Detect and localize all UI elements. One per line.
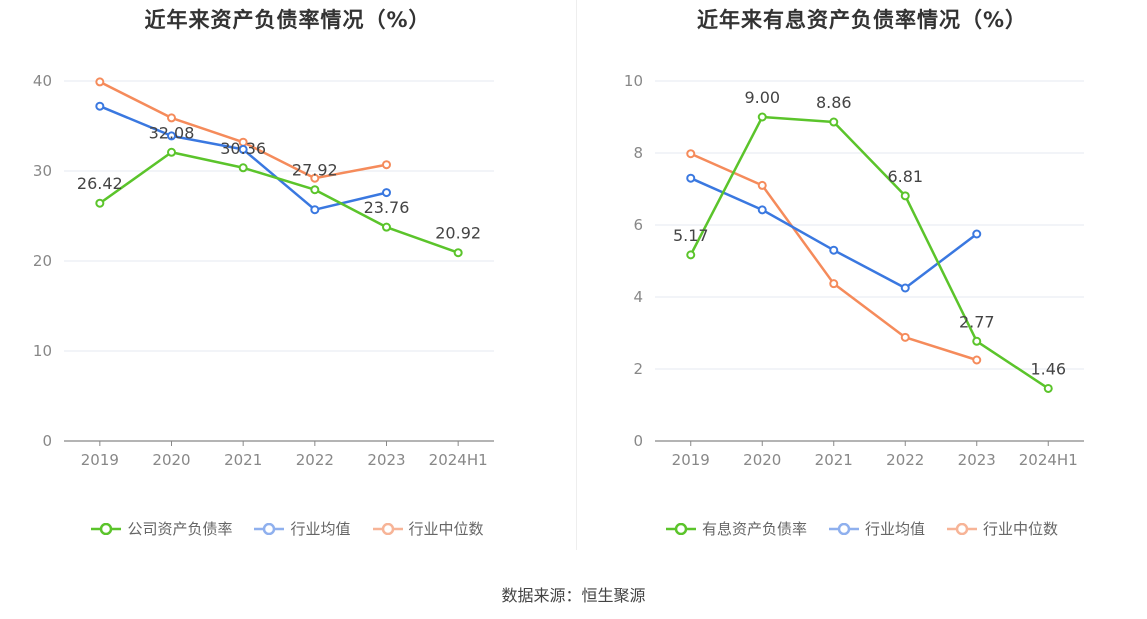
series-line	[690, 152, 978, 362]
data-point	[310, 185, 320, 195]
data-point	[972, 229, 982, 239]
x-tick-label: 2021	[224, 451, 262, 469]
data-source-note: 数据来源：恒生聚源	[501, 586, 646, 605]
data-label: 5.17	[673, 226, 709, 245]
legend-item-industry-mean[interactable]: 行业均值	[254, 518, 351, 539]
y-tick-label: 10	[624, 72, 643, 90]
series-line	[99, 105, 387, 211]
data-point	[829, 245, 839, 255]
y-tick-label: 30	[33, 162, 52, 180]
data-label: 26.42	[77, 174, 123, 193]
data-point	[829, 279, 839, 289]
y-tick-label: 0	[633, 432, 643, 450]
legend-marker-icon	[254, 522, 285, 535]
data-point	[238, 163, 248, 173]
data-point	[167, 113, 176, 123]
legend-item-company[interactable]: 有息资产负债率	[665, 518, 807, 539]
y-tick-label: 6	[633, 216, 643, 234]
legend-label: 行业均值	[290, 520, 351, 538]
legend-label: 公司资产负债率	[127, 520, 233, 538]
series-line	[99, 151, 459, 254]
x-tick-label: 2019	[672, 451, 710, 469]
data-point	[382, 222, 391, 232]
data-point	[900, 332, 910, 342]
x-tick-label: 2023	[367, 451, 405, 469]
data-point	[900, 191, 910, 201]
data-label: 2.77	[959, 312, 995, 331]
data-label: 20.92	[435, 224, 481, 243]
y-tick-label: 10	[33, 342, 52, 360]
series-line	[689, 115, 1049, 390]
legend-marker-icon	[947, 522, 977, 535]
x-tick-label: 2020	[743, 451, 781, 469]
x-tick-label: 2022	[886, 451, 924, 469]
chart-legend: 有息资产负债率 行业均值 行业中位数	[577, 518, 1147, 539]
data-point	[829, 117, 839, 127]
y-tick-label: 8	[633, 144, 643, 162]
data-point	[95, 101, 105, 111]
data-point	[757, 112, 767, 122]
x-tick-label: 2024H1	[429, 451, 488, 469]
data-label: 32.08	[149, 123, 195, 142]
legend-item-industry-median[interactable]: 行业中位数	[947, 518, 1058, 539]
data-label: 23.76	[364, 198, 410, 217]
y-tick-label: 0	[42, 432, 52, 450]
x-tick-label: 2023	[958, 451, 996, 469]
legend-label: 行业中位数	[408, 520, 484, 538]
data-point	[900, 283, 910, 293]
legend-item-industry-mean[interactable]: 行业均值	[828, 518, 925, 539]
data-point	[167, 131, 176, 141]
data-point	[686, 250, 696, 260]
y-tick-label: 2	[633, 360, 643, 378]
chart-title: 近年来资产负债率情况（%）	[144, 8, 431, 32]
data-point	[382, 160, 391, 170]
data-label: 1.46	[1030, 359, 1066, 378]
data-label: 6.81	[887, 167, 923, 186]
data-label: 30.36	[220, 139, 266, 158]
right-chart-panel: 近年来有息资产负债率情况（%） 0 2 4 6 8 10 2019 2020 2021 2022 2…	[577, 0, 1147, 560]
data-point	[453, 248, 463, 258]
x-tick-label: 2021	[815, 451, 853, 469]
legend-label: 行业中位数	[983, 520, 1059, 538]
data-label: 9.00	[744, 88, 780, 107]
legend-label: 有息资产负债率	[701, 520, 807, 538]
legend-marker-icon	[91, 522, 122, 535]
panel-divider	[576, 0, 577, 550]
y-tick-label: 40	[33, 72, 52, 90]
data-point	[1043, 383, 1053, 393]
line-chart-interest-debt-ratio: 0 2 4 6 8 10 2019 2020 2021 2022 2023 2024H1 5.17 9.0…	[624, 72, 1084, 469]
legend-item-company[interactable]: 公司资产负债率	[91, 518, 232, 539]
data-point	[972, 336, 982, 346]
chart-title: 近年来有息资产负债率情况（%）	[696, 8, 1028, 32]
data-point	[686, 149, 696, 159]
legend-marker-icon	[828, 522, 859, 535]
data-label: 8.86	[816, 93, 852, 112]
legend-marker-icon	[372, 522, 403, 535]
data-point	[382, 188, 391, 198]
data-point	[95, 198, 105, 208]
chart-legend: 公司资产负债率 行业均值 行业中位数	[0, 518, 575, 539]
data-point	[686, 173, 696, 183]
data-point	[238, 144, 248, 154]
data-point	[167, 147, 176, 157]
data-point	[757, 205, 767, 215]
x-tick-label: 2024H1	[1019, 451, 1078, 469]
y-tick-label: 20	[33, 252, 52, 270]
legend-label: 行业均值	[864, 520, 925, 538]
x-tick-label: 2019	[81, 451, 119, 469]
legend-item-industry-median[interactable]: 行业中位数	[372, 518, 484, 539]
series-line	[690, 177, 978, 290]
left-chart-panel: 近年来资产负债率情况（%） 0 10 20 30 40 2019 2020 2021 2022 2…	[0, 0, 575, 560]
data-point	[310, 205, 320, 215]
data-point	[310, 173, 320, 183]
x-tick-label: 2022	[296, 451, 334, 469]
x-tick-label: 2020	[152, 451, 190, 469]
data-point	[972, 355, 982, 365]
data-point	[757, 180, 767, 190]
legend-marker-icon	[665, 522, 696, 535]
data-label: 27.92	[292, 161, 338, 180]
data-point	[95, 77, 105, 87]
y-tick-label: 4	[633, 288, 643, 306]
line-chart-debt-ratio: 0 10 20 30 40 2019 2020 2021 2022 2023 2024H1 26.42…	[33, 72, 494, 469]
